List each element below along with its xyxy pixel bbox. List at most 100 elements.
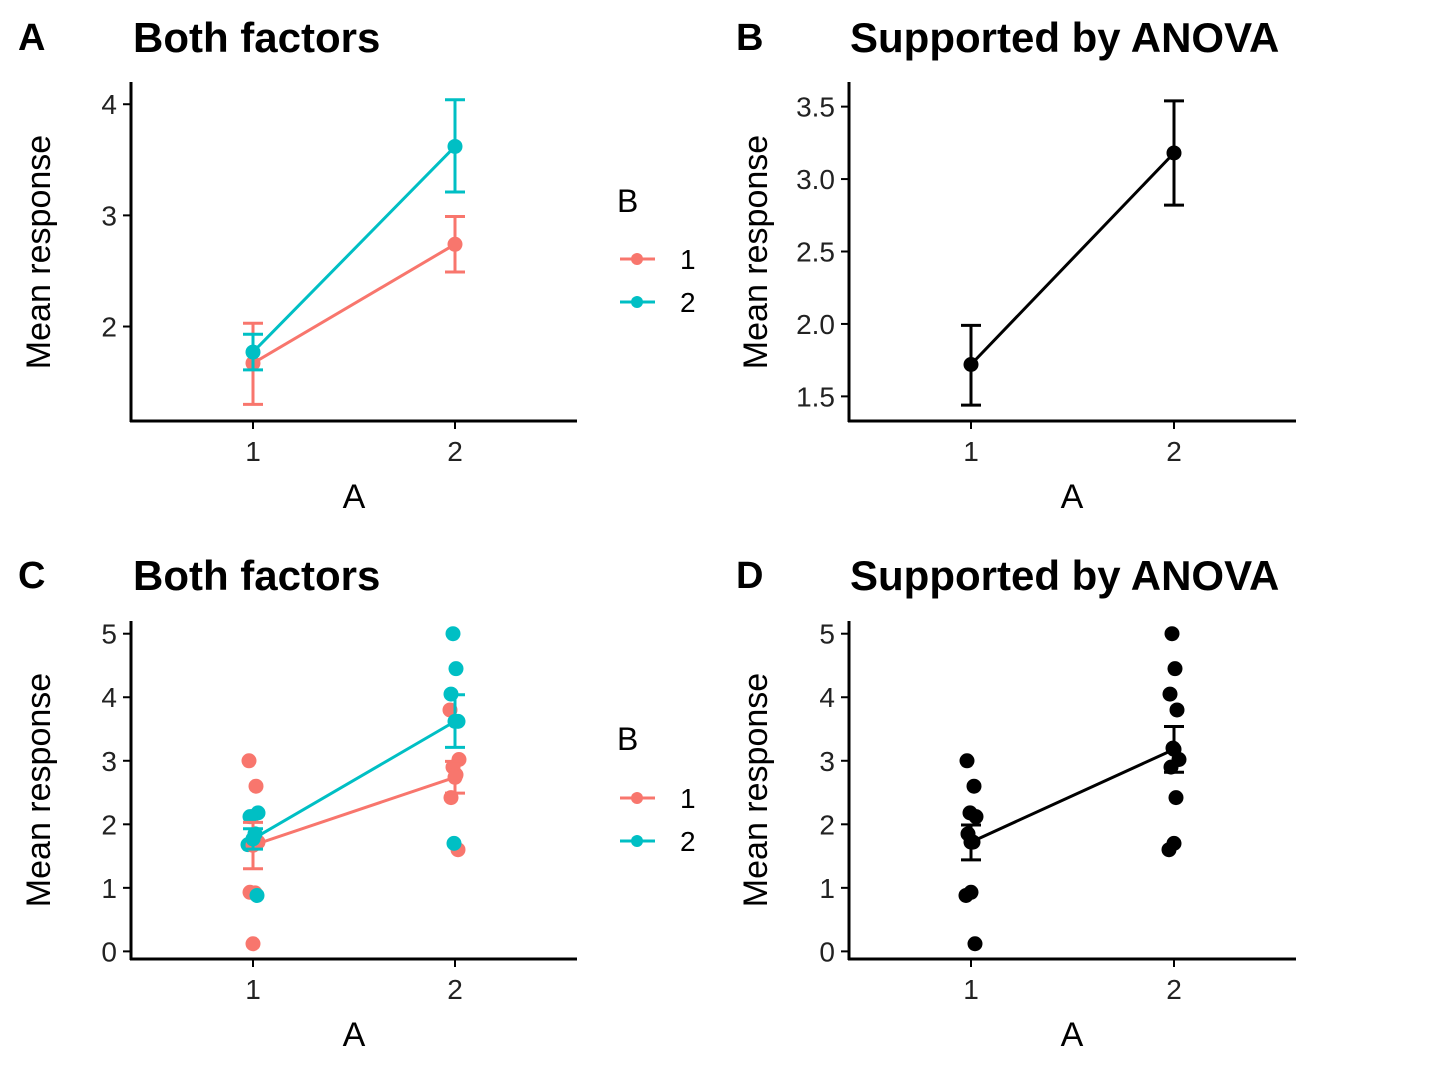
mean-point: [963, 834, 979, 850]
y-tick-label: 2.0: [796, 309, 835, 340]
series-line: [970, 747, 1175, 844]
y-tick-label: 3: [101, 200, 117, 231]
y-tick-label: 0: [101, 936, 117, 967]
legend-title: B: [617, 721, 638, 757]
y-tick-label: 2: [819, 809, 835, 840]
y-tick-label: 4: [101, 682, 117, 713]
y-tick-label: 5: [101, 619, 117, 650]
legend-label-2: 2: [680, 826, 696, 857]
y-tick-label: 0: [819, 936, 835, 967]
panel-d-title: Supported by ANOVA: [850, 552, 1279, 599]
x-tick-label: 1: [963, 974, 979, 1005]
panel-d-plot: 0 1 2 3 4 5 1 2: [819, 619, 1296, 1005]
panel-c-ylabel: Mean response: [20, 673, 58, 907]
legend-title: B: [617, 183, 638, 219]
data-point: [966, 778, 982, 794]
panel-b-title: Supported by ANOVA: [850, 14, 1279, 61]
mean-point: [1166, 145, 1182, 161]
series-line: [969, 151, 1176, 366]
data-point: [448, 661, 464, 677]
data-point: [248, 778, 264, 794]
legend-label-1: 1: [680, 244, 696, 275]
mean-point: [963, 357, 979, 372]
series-line: [251, 145, 457, 354]
y-tick-label: 1: [819, 873, 835, 904]
mean-point: [245, 831, 261, 847]
y-tick-label: 2: [101, 809, 117, 840]
data-point: [1164, 626, 1180, 642]
panel-c-xlabel: A: [343, 1016, 366, 1054]
data-point: [245, 936, 261, 952]
data-point: [446, 835, 462, 851]
mean-point: [447, 713, 463, 729]
series-line: [252, 720, 456, 841]
panel-a-xlabel: A: [343, 478, 366, 516]
panel-a: A Both factors Mean response A 2 3 4 1 2 B 1…: [18, 14, 696, 516]
mean-point: [447, 236, 463, 252]
mean-point: [245, 344, 261, 360]
data-point: [241, 753, 257, 769]
mean-point: [447, 138, 463, 154]
panel-a-ylabel: Mean response: [20, 135, 58, 369]
data-point: [1162, 686, 1178, 702]
data-point: [242, 809, 258, 825]
y-tick-label: 1.5: [796, 381, 835, 412]
legend-label-1: 1: [680, 783, 696, 814]
x-tick-label: 2: [1166, 974, 1182, 1005]
data-point: [1161, 842, 1177, 858]
y-tick-label: 2: [101, 312, 117, 343]
x-tick-label: 1: [245, 974, 261, 1005]
panel-a-plot: 2 3 4 1 2: [101, 82, 577, 467]
panel-b-xlabel: A: [1061, 478, 1084, 516]
series-line: [252, 242, 456, 365]
legend-key-dot-2: [631, 835, 643, 847]
y-tick-label: 2.5: [796, 237, 835, 268]
panel-tag-d: D: [736, 555, 763, 597]
data-point: [445, 626, 461, 642]
panel-a-legend: B 1 2: [617, 183, 696, 318]
x-tick-label: 1: [963, 436, 979, 467]
legend-key-dot-1: [631, 792, 643, 804]
y-tick-label: 3.0: [796, 164, 835, 195]
y-tick-label: 3: [819, 746, 835, 777]
panel-d: D Supported by ANOVA Mean response A 0 1 2…: [736, 552, 1296, 1054]
legend-label-2: 2: [680, 287, 696, 318]
y-tick-label: 3.5: [796, 92, 835, 123]
data-point: [968, 809, 984, 825]
x-tick-label: 2: [447, 974, 463, 1005]
x-tick-label: 2: [447, 436, 463, 467]
panel-c-legend: B 1 2: [617, 721, 696, 857]
data-point: [967, 936, 983, 952]
panel-b-plot: 1.5 2.0 2.5 3.0 3.5 1 2: [796, 82, 1296, 467]
panel-tag-c: C: [18, 555, 45, 597]
mean-point: [447, 769, 463, 785]
y-tick-label: 4: [101, 89, 117, 120]
data-point: [958, 887, 974, 903]
panel-a-title: Both factors: [133, 14, 380, 61]
panel-tag-b: B: [736, 17, 763, 59]
panel-d-xlabel: A: [1061, 1016, 1084, 1054]
legend-key-dot-1: [631, 253, 643, 265]
y-tick-label: 4: [819, 682, 835, 713]
data-point: [1169, 702, 1185, 718]
panel-d-ylabel: Mean response: [737, 673, 775, 907]
panel-c-plot: 0 1 2 3 4 5 1 2: [101, 619, 577, 1005]
y-tick-label: 5: [819, 619, 835, 650]
series-line: [252, 775, 456, 847]
panel-c-title: Both factors: [133, 552, 380, 599]
x-tick-label: 1: [245, 436, 261, 467]
panel-b: B Supported by ANOVA Mean response A 1.5…: [736, 14, 1296, 516]
panel-b-ylabel: Mean response: [737, 135, 775, 369]
y-tick-label: 3: [101, 746, 117, 777]
y-tick-label: 1: [101, 873, 117, 904]
mean-point: [1166, 741, 1182, 757]
legend-key-dot-2: [631, 296, 643, 308]
data-point: [249, 887, 265, 903]
data-point: [1167, 661, 1183, 677]
panel-tag-a: A: [18, 17, 45, 59]
x-tick-label: 2: [1166, 436, 1182, 467]
data-point: [959, 753, 975, 769]
data-point: [1168, 790, 1184, 806]
